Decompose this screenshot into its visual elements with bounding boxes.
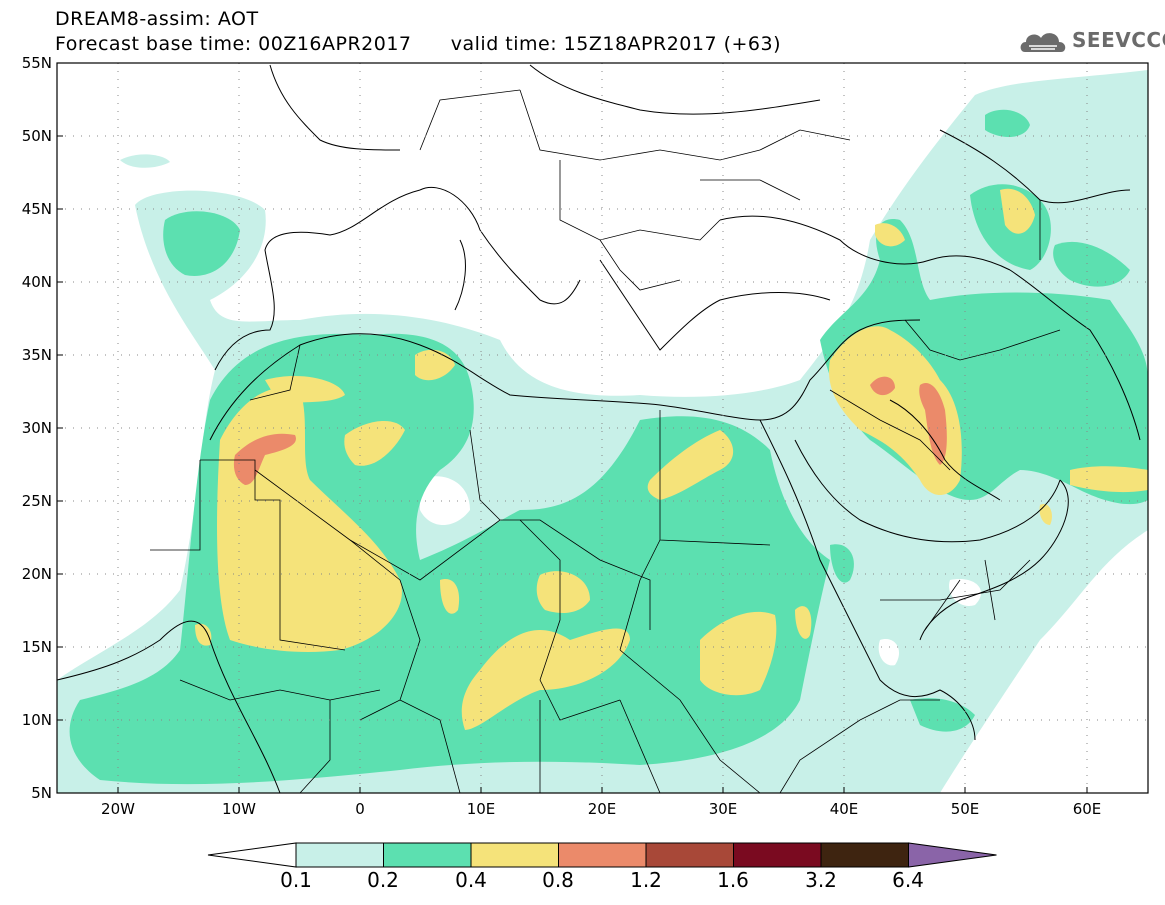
latitude-labels: 55N 50N 45N 40N 35N 30N 25N 20N 15N 10N … — [22, 54, 52, 802]
lat-label: 40N — [22, 273, 52, 291]
gridlines — [57, 63, 1148, 793]
colorbar-tick-label: 6.4 — [892, 868, 924, 892]
colorbar-swatch — [383, 842, 472, 868]
colorbar-swatch — [470, 842, 559, 868]
forecast-time-line: Forecast base time: 00Z16APR2017 valid t… — [55, 33, 782, 55]
lon-label: 0 — [355, 800, 365, 818]
lon-label: 30E — [709, 800, 738, 818]
lat-label: 25N — [22, 492, 52, 510]
lon-label: 20E — [588, 800, 617, 818]
lat-label: 5N — [31, 784, 52, 802]
lat-label: 15N — [22, 638, 52, 656]
lat-label: 20N — [22, 565, 52, 583]
lat-label: 10N — [22, 711, 52, 729]
lon-label: 50E — [951, 800, 980, 818]
colorbar-tick-label: 0.4 — [455, 868, 487, 892]
colorbar-tick-label: 1.2 — [630, 868, 662, 892]
lat-label: 55N — [22, 54, 52, 72]
lon-label: 10W — [222, 800, 256, 818]
colorbar-tick-label: 3.2 — [805, 868, 837, 892]
colorbar-arrow-high — [908, 842, 997, 868]
colorbar-tick-label: 0.2 — [367, 868, 399, 892]
cloud-logo-icon — [1020, 33, 1066, 52]
map-title: DREAM8-assim: AOT — [55, 8, 259, 30]
logo-text: SEEVCCC — [1072, 28, 1165, 52]
lon-label: 20W — [101, 800, 135, 818]
coastlines — [57, 64, 1141, 793]
axis-ticks — [57, 62, 1088, 794]
lat-label: 35N — [22, 346, 52, 364]
colorbar-swatch — [295, 842, 384, 868]
lon-label: 10E — [467, 800, 496, 818]
longitude-labels: 20W 10W 0 10E 20E 30E 40E 50E 60E — [101, 800, 1101, 818]
country-borders — [150, 89, 1061, 793]
colorbar-tick-label: 1.6 — [717, 868, 749, 892]
lon-label: 40E — [830, 800, 859, 818]
lat-label: 50N — [22, 127, 52, 145]
lat-label: 45N — [22, 200, 52, 218]
colorbar-arrow-low — [207, 842, 297, 868]
colorbar-tick-label: 0.1 — [280, 868, 312, 892]
colorbar-swatch — [558, 842, 647, 868]
colorbar-tick-label: 0.8 — [542, 868, 574, 892]
colorbar-swatch — [645, 842, 734, 868]
lon-label: 60E — [1073, 800, 1102, 818]
colorbar-swatch — [820, 842, 909, 868]
colorbar-swatch — [733, 842, 822, 868]
lat-label: 30N — [22, 419, 52, 437]
